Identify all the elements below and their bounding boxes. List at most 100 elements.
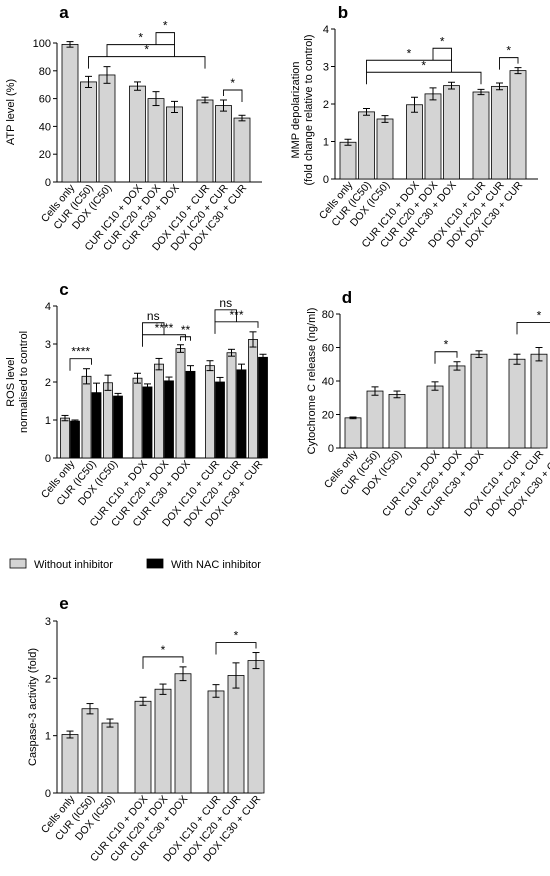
error-bar bbox=[159, 683, 167, 695]
error-bar bbox=[371, 386, 379, 396]
significance-label: * bbox=[138, 31, 143, 45]
bar bbox=[81, 708, 99, 794]
significance-label: ns bbox=[147, 309, 160, 323]
bar bbox=[61, 43, 79, 183]
bar bbox=[366, 390, 384, 449]
error-bar bbox=[187, 365, 194, 378]
bar bbox=[226, 352, 237, 459]
y-tick-label: 0 bbox=[45, 788, 51, 800]
error-bar bbox=[106, 718, 114, 728]
bar bbox=[132, 377, 143, 459]
legend-label: Without inhibitor bbox=[34, 559, 113, 571]
panel-b: b 0 1 2 3 4 MMP depolarization (fold change rel… bbox=[290, 3, 538, 250]
error-bar bbox=[114, 392, 122, 400]
bar bbox=[166, 106, 183, 183]
error-bar bbox=[513, 353, 521, 365]
bar bbox=[207, 690, 225, 794]
error-bar bbox=[238, 363, 245, 377]
bar bbox=[147, 98, 165, 183]
significance-bracket: ns bbox=[214, 296, 237, 322]
significance-bracket: **** bbox=[69, 345, 92, 371]
error-bar bbox=[93, 382, 100, 403]
y-tick-label: 0 bbox=[45, 177, 51, 189]
significance-label: * bbox=[537, 308, 542, 322]
y-tick-label: 2 bbox=[323, 99, 329, 111]
bar bbox=[98, 74, 116, 183]
error-bar bbox=[381, 115, 389, 123]
bar bbox=[227, 675, 245, 794]
bracket-line bbox=[214, 309, 237, 322]
bar bbox=[154, 688, 172, 794]
y-tick-label: 3 bbox=[45, 339, 51, 351]
y-axis-label: MMP depolarization bbox=[290, 61, 302, 158]
y-axis-label: Caspase-3 activity (fold) bbox=[27, 648, 39, 766]
error-bar bbox=[249, 331, 257, 348]
error-bar bbox=[134, 81, 141, 91]
error-bar bbox=[344, 138, 352, 146]
error-bar bbox=[104, 374, 112, 391]
bar bbox=[233, 117, 251, 183]
y-axis-label: ROS level bbox=[5, 357, 17, 407]
bar bbox=[185, 370, 196, 459]
y-tick-label: 3 bbox=[45, 616, 51, 628]
bar bbox=[103, 382, 113, 459]
error-bar bbox=[134, 372, 141, 384]
significance-bracket: * bbox=[516, 308, 550, 335]
bar bbox=[424, 93, 442, 180]
bar bbox=[101, 722, 119, 794]
bar bbox=[448, 365, 466, 449]
error-bar bbox=[171, 100, 178, 113]
significance-bracket: ** bbox=[180, 323, 191, 341]
bar bbox=[388, 393, 406, 449]
bar bbox=[175, 348, 186, 459]
bracket-line bbox=[142, 656, 184, 669]
significance-label: ns bbox=[219, 296, 232, 310]
bar bbox=[134, 700, 152, 794]
y-tick-label: 100 bbox=[33, 38, 51, 50]
panel-label: a bbox=[59, 3, 69, 22]
error-bar bbox=[201, 96, 209, 104]
y-tick-label: 60 bbox=[39, 94, 51, 106]
error-bar bbox=[431, 381, 439, 391]
panel-label: e bbox=[59, 594, 68, 613]
error-bar bbox=[363, 108, 370, 116]
y-tick-label: 0 bbox=[323, 174, 329, 186]
bracket-line bbox=[69, 358, 92, 371]
significance-bracket: * bbox=[432, 34, 452, 61]
bracket-line bbox=[432, 47, 452, 61]
error-bar bbox=[252, 652, 260, 670]
significance-label: * bbox=[230, 76, 235, 90]
bar bbox=[406, 104, 423, 180]
y-axis-label: Cytochrome C release (ng/ml) bbox=[306, 308, 318, 455]
significance-label: * bbox=[506, 44, 511, 58]
bar bbox=[426, 385, 444, 449]
significance-label: * bbox=[234, 629, 239, 643]
bar bbox=[215, 105, 232, 183]
y-axis-label: ATP level (%) bbox=[5, 79, 17, 145]
bar bbox=[174, 673, 192, 794]
significance-label: * bbox=[144, 43, 149, 57]
significance-bracket: * bbox=[366, 58, 482, 85]
bar bbox=[129, 85, 146, 183]
error-bar bbox=[177, 344, 184, 353]
significance-bracket: * bbox=[434, 338, 458, 364]
bar bbox=[247, 660, 265, 794]
error-bar bbox=[228, 348, 235, 357]
significance-bracket: * bbox=[223, 76, 243, 102]
error-bar bbox=[86, 703, 94, 715]
significance-label: * bbox=[407, 46, 412, 60]
bar bbox=[70, 420, 80, 459]
legend: Without inhibitor With NAC inhibitor bbox=[9, 558, 261, 571]
bracket-line bbox=[88, 56, 206, 69]
error-bar bbox=[514, 67, 522, 75]
bar bbox=[60, 417, 70, 459]
bracket-line bbox=[142, 322, 165, 335]
error-bar bbox=[232, 662, 240, 689]
significance-bracket: * bbox=[142, 643, 184, 669]
bar bbox=[215, 381, 225, 459]
bar bbox=[164, 380, 174, 459]
bar bbox=[358, 111, 375, 180]
bar bbox=[61, 734, 79, 794]
